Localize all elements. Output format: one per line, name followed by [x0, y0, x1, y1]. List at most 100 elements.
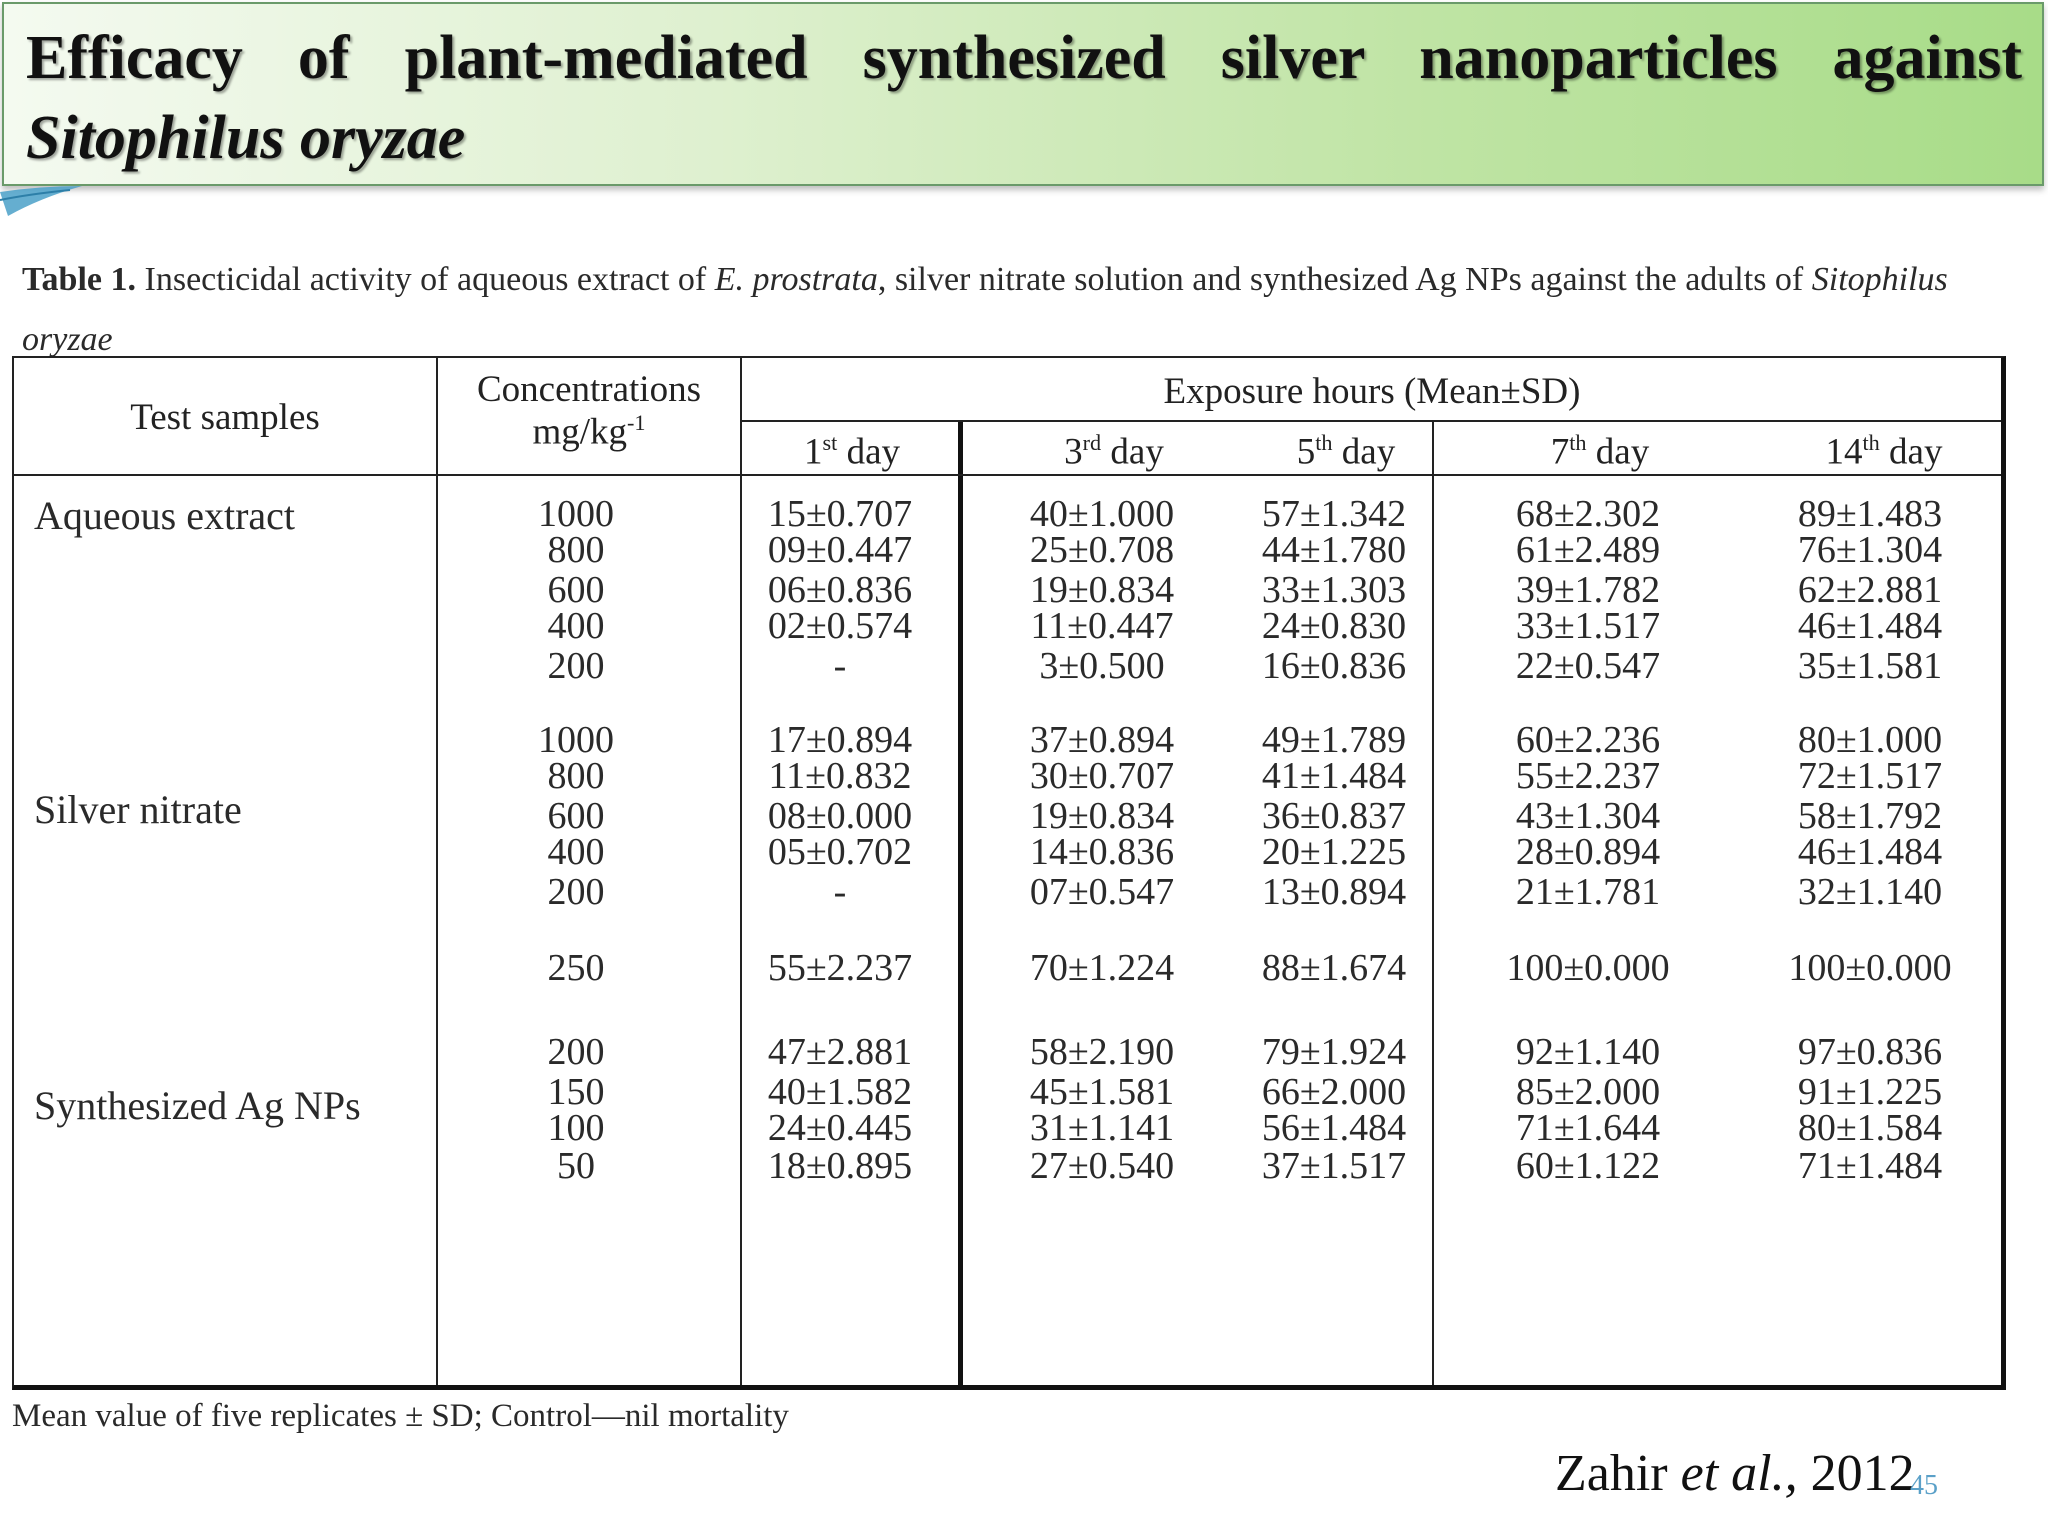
cell-d1: 55±2.237 [767, 947, 913, 989]
cell-d3: 14±0.836 [1029, 831, 1175, 873]
header-units-text: mg/kg [532, 411, 628, 453]
corner-swoosh-icon [0, 186, 82, 216]
header-day-num: 7 [1550, 431, 1570, 473]
cell-d3: 58±2.190 [1029, 1031, 1175, 1073]
results-table: Test samples Concentrations mg/kg-1 Expo… [12, 356, 2006, 1390]
cell-d1: 17±0.894 [767, 719, 913, 761]
cell-d14: 76±1.304 [1797, 529, 1943, 571]
header-day-num: 1 [804, 431, 823, 473]
header-day-14: 14th day [1719, 430, 2048, 473]
cell-d14: 89±1.483 [1797, 493, 1943, 535]
cell-d5: 13±0.894 [1261, 871, 1407, 913]
cell-d14: 35±1.581 [1797, 645, 1943, 687]
header-day-sup: th [1315, 430, 1333, 455]
table-caption: Table 1. Insecticidal activity of aqueou… [22, 250, 2022, 370]
cell-concentration: 600 [547, 569, 605, 611]
cell-d3: 3±0.500 [1039, 645, 1165, 687]
cell-d5: 44±1.780 [1261, 529, 1407, 571]
cell-d1: - [833, 871, 847, 913]
table-rule [742, 420, 2001, 422]
header-day-label: day [1879, 431, 1943, 473]
cell-concentration: 1000 [538, 493, 614, 535]
slide-title: Efficacy of plant-mediated synthesized s… [26, 18, 2022, 178]
citation-author: Zahir [1555, 1445, 1681, 1502]
cell-d14: 46±1.484 [1797, 605, 1943, 647]
cell-d1: 08±0.000 [767, 795, 913, 837]
header-day-label: day [1101, 431, 1164, 473]
cell-d14: 32±1.140 [1797, 871, 1943, 913]
cell-d7: 100±0.000 [1506, 947, 1670, 989]
cell-d3: 40±1.000 [1029, 493, 1175, 535]
cell-d1: 15±0.707 [767, 493, 913, 535]
citation: Zahir et al., 2012 [1555, 1444, 1915, 1503]
cell-d7: 60±2.236 [1515, 719, 1661, 761]
cell-d1: 02±0.574 [767, 605, 913, 647]
header-day-7: 7th day [1450, 430, 1750, 473]
cell-d7: 71±1.644 [1515, 1107, 1661, 1149]
cell-d5: 56±1.484 [1261, 1107, 1407, 1149]
group-synthesized-ag-nps: Synthesized Ag NPs [34, 1083, 361, 1128]
cell-concentration: 100 [547, 1107, 605, 1149]
cell-d3: 45±1.581 [1029, 1071, 1175, 1113]
cell-d1: 18±0.895 [767, 1145, 913, 1187]
cell-d7: 55±2.237 [1515, 755, 1661, 797]
cell-d1: 24±0.445 [767, 1107, 913, 1149]
header-day-label: day [1332, 431, 1396, 473]
cell-d7: 68±2.302 [1515, 493, 1661, 535]
title-line-1: Efficacy of plant-mediated synthesized s… [26, 24, 2022, 92]
cell-d3: 37±0.894 [1029, 719, 1175, 761]
cell-concentration: 250 [547, 947, 605, 989]
header-day-num: 14 [1825, 431, 1863, 473]
cell-d14: 46±1.484 [1797, 831, 1943, 873]
table-rule [1432, 422, 1434, 1385]
header-day-3: 3rd day [1009, 430, 1219, 473]
cell-d5: 41±1.484 [1261, 755, 1407, 797]
citation-etal: et al., [1680, 1445, 1798, 1502]
header-day-sup: rd [1082, 430, 1102, 455]
cell-d14: 97±0.836 [1797, 1031, 1943, 1073]
header-day-num: 3 [1064, 431, 1083, 473]
cell-d3: 19±0.834 [1029, 569, 1175, 611]
cell-d3: 30±0.707 [1029, 755, 1175, 797]
title-line-2: Sitophilus oryzae [26, 104, 466, 172]
page-number: 45 [1910, 1470, 1938, 1501]
cell-d1: 47±2.881 [767, 1031, 913, 1073]
table-rule [14, 474, 2001, 476]
cell-d5: 37±1.517 [1261, 1145, 1407, 1187]
cell-d14: 72±1.517 [1797, 755, 1943, 797]
cell-d7: 43±1.304 [1515, 795, 1661, 837]
cell-d7: 85±2.000 [1515, 1071, 1661, 1113]
cell-d14: 80±1.000 [1797, 719, 1943, 761]
cell-d3: 70±1.224 [1029, 947, 1175, 989]
cell-d7: 60±1.122 [1515, 1145, 1661, 1187]
cell-d3: 25±0.708 [1029, 529, 1175, 571]
caption-text-a: Insecticidal activity of aqueous extract… [136, 261, 715, 298]
cell-concentration: 400 [547, 605, 605, 647]
cell-concentration: 1000 [538, 719, 614, 761]
cell-d7: 22±0.547 [1515, 645, 1661, 687]
cell-d5: 79±1.924 [1261, 1031, 1407, 1073]
cell-d14: 71±1.484 [1797, 1145, 1943, 1187]
cell-d5: 57±1.342 [1261, 493, 1407, 535]
cell-concentration: 800 [547, 755, 605, 797]
cell-concentration: 150 [547, 1071, 605, 1113]
cell-d14: 58±1.792 [1797, 795, 1943, 837]
cell-d7: 92±1.140 [1515, 1031, 1661, 1073]
cell-d7: 39±1.782 [1515, 569, 1661, 611]
cell-d1: 40±1.582 [767, 1071, 913, 1113]
cell-d1: 11±0.832 [768, 755, 912, 797]
title-banner: Efficacy of plant-mediated synthesized s… [2, 2, 2044, 186]
table-rule [436, 358, 438, 1385]
header-day-1: 1st day [746, 430, 958, 473]
header-day-label: day [837, 431, 900, 473]
cell-d3: 27±0.540 [1029, 1145, 1175, 1187]
cell-concentration: 400 [547, 831, 605, 873]
cell-d5: 49±1.789 [1261, 719, 1407, 761]
cell-d3: 19±0.834 [1029, 795, 1175, 837]
cell-d5: 66±2.000 [1261, 1071, 1407, 1113]
caption-text-b: , silver nitrate solution and synthesize… [877, 261, 1812, 298]
group-aqueous-extract: Aqueous extract [34, 493, 296, 538]
cell-concentration: 200 [547, 645, 605, 687]
table-rule [740, 358, 742, 1385]
